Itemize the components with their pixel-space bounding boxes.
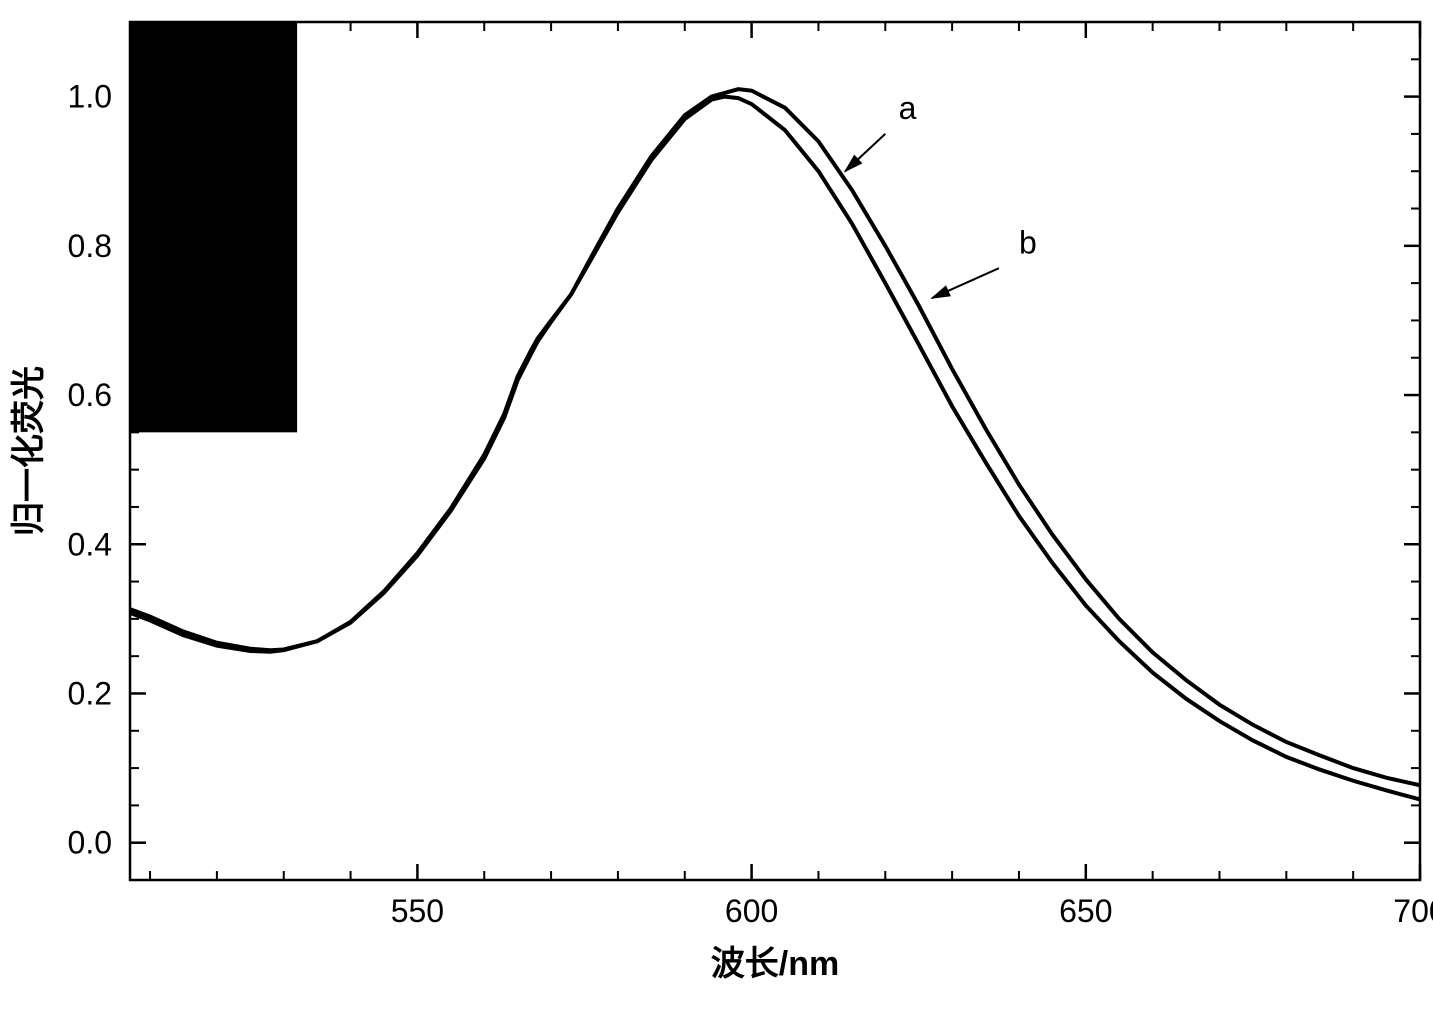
chart-svg: 550 600 650 700 0.0 0.2 0.4 0.6 0.8 1.0 a b 波长/n… bbox=[0, 0, 1433, 1032]
svg-text:0.0: 0.0 bbox=[68, 825, 112, 861]
y-minor-ticks bbox=[130, 59, 1420, 805]
svg-text:0.2: 0.2 bbox=[68, 675, 112, 711]
x-minor-ticks bbox=[150, 22, 1353, 880]
x-major-ticks bbox=[417, 22, 1420, 880]
y-major-ticks bbox=[130, 97, 1420, 843]
curve-b bbox=[130, 97, 1420, 800]
curve-label-b: b bbox=[1019, 224, 1037, 260]
svg-text:600: 600 bbox=[725, 893, 778, 929]
svg-text:700: 700 bbox=[1393, 893, 1433, 929]
svg-text:550: 550 bbox=[391, 893, 444, 929]
arrow-a bbox=[845, 134, 885, 171]
svg-text:650: 650 bbox=[1059, 893, 1112, 929]
curve-label-a: a bbox=[899, 90, 917, 126]
x-tick-labels: 550 600 650 700 bbox=[391, 893, 1433, 929]
x-axis-label: 波长/nm bbox=[711, 945, 839, 983]
svg-text:0.8: 0.8 bbox=[68, 228, 112, 264]
svg-text:1.0: 1.0 bbox=[68, 79, 112, 115]
y-tick-labels: 0.0 0.2 0.4 0.6 0.8 1.0 bbox=[68, 79, 112, 861]
black-box-overlay bbox=[130, 22, 297, 432]
curve-a bbox=[130, 89, 1420, 785]
svg-text:0.4: 0.4 bbox=[68, 526, 112, 562]
y-axis-label: 归一化荧光 bbox=[10, 366, 48, 536]
arrow-b bbox=[932, 268, 999, 298]
plot-border bbox=[130, 22, 1420, 880]
svg-text:0.6: 0.6 bbox=[68, 377, 112, 413]
fluorescence-spectrum-chart: 550 600 650 700 0.0 0.2 0.4 0.6 0.8 1.0 a b 波长/n… bbox=[0, 0, 1433, 1032]
